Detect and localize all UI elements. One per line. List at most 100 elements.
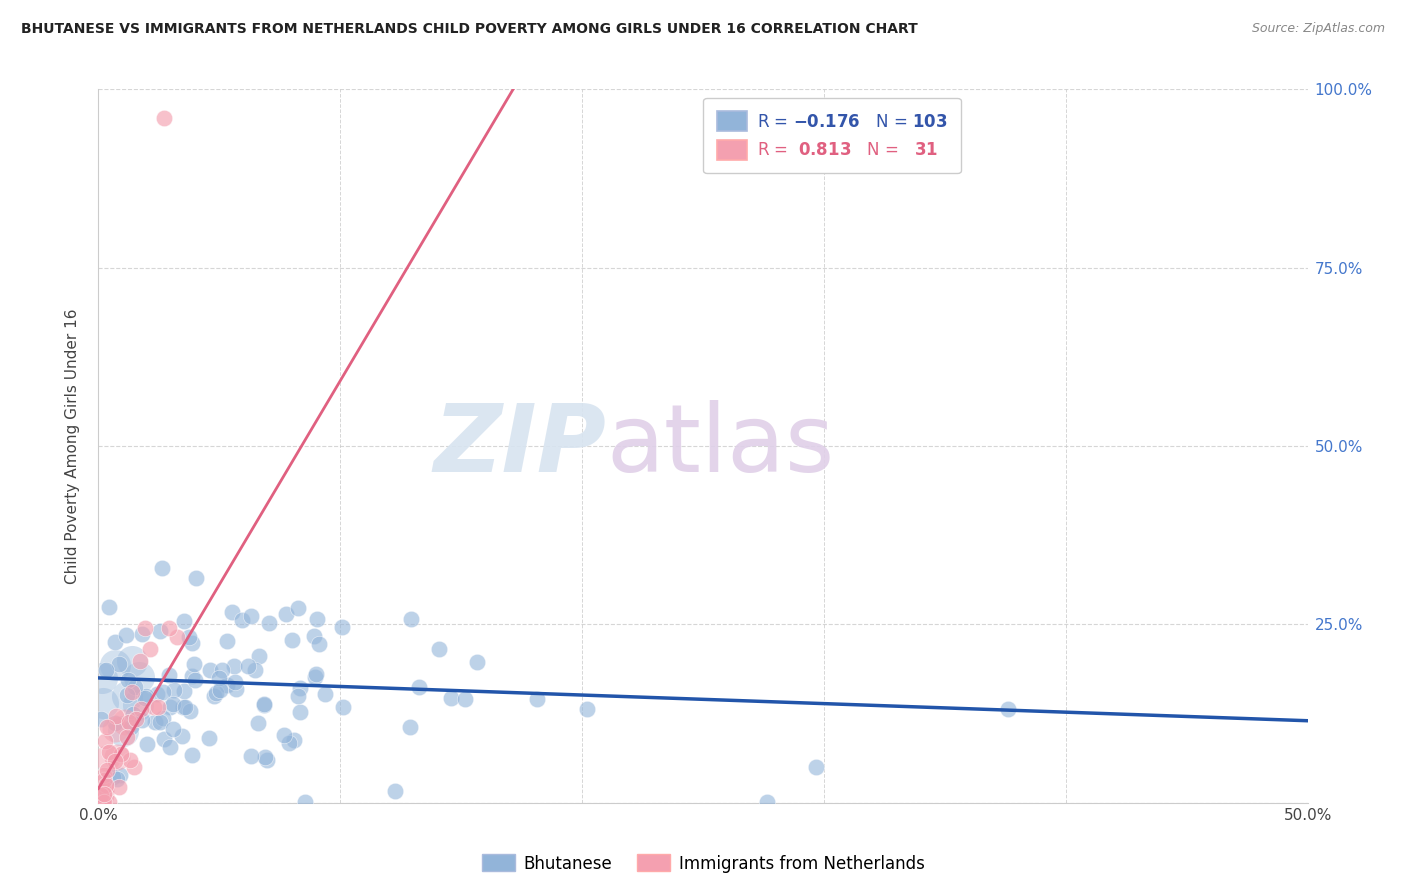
Point (128, 669, 150, 683)
Point (93, 795, 115, 809)
Point (97, 795, 120, 809)
Point (94, 779, 117, 793)
Point (159, 739, 181, 754)
Point (104, 716, 127, 731)
Point (135, 690, 157, 704)
Point (148, 700, 170, 714)
Point (153, 731, 176, 746)
Point (526, 692, 548, 706)
Point (103, 658, 125, 673)
Point (152, 711, 174, 725)
Point (105, 750, 128, 764)
Point (96, 750, 118, 764)
Point (804, 759, 827, 773)
Point (104, 635, 127, 649)
Point (997, 702, 1019, 716)
Point (173, 614, 195, 628)
Point (283, 733, 305, 747)
Point (142, 700, 165, 714)
Point (131, 627, 153, 641)
Point (172, 700, 194, 714)
Point (287, 601, 309, 615)
Point (94, 783, 117, 797)
Point (221, 605, 243, 619)
Point (96, 764, 118, 778)
Point (305, 612, 328, 626)
Y-axis label: Child Poverty Among Girls Under 16: Child Poverty Among Girls Under 16 (65, 309, 80, 583)
Point (277, 736, 299, 750)
Point (302, 629, 325, 643)
Point (440, 691, 463, 706)
Point (104, 722, 127, 736)
Point (115, 689, 138, 703)
Point (274, 607, 297, 622)
Point (330, 620, 353, 634)
Point (117, 673, 139, 687)
Legend: R = $\mathbf{-0.176}$   N = $\mathbf{103}$, R =  $\mathbf{0.813}$   N =   $\math: R = $\mathbf{-0.176}$ N = $\mathbf{103}$… (703, 97, 960, 173)
Point (181, 748, 204, 763)
Point (427, 641, 450, 656)
Point (287, 689, 309, 703)
Point (756, 795, 779, 809)
Point (257, 616, 280, 631)
Point (152, 685, 174, 699)
Point (308, 637, 330, 651)
Point (96, 720, 118, 734)
Point (159, 700, 181, 714)
Point (408, 680, 430, 694)
Point (215, 678, 238, 692)
Point (139, 642, 162, 657)
Point (110, 747, 132, 761)
Point (122, 760, 145, 774)
Point (179, 631, 201, 645)
Legend: Bhutanese, Immigrants from Netherlands: Bhutanese, Immigrants from Netherlands (475, 847, 931, 880)
Point (121, 685, 143, 699)
Point (115, 689, 138, 703)
Point (121, 654, 143, 668)
Point (202, 689, 225, 703)
Point (253, 697, 276, 711)
Point (332, 700, 354, 714)
Point (454, 692, 477, 706)
Point (150, 560, 173, 574)
Point (254, 750, 277, 764)
Point (90, 789, 112, 803)
Point (93, 772, 115, 787)
Point (186, 570, 208, 584)
Point (115, 628, 138, 642)
Point (198, 663, 221, 677)
Point (90, 712, 112, 726)
Point (173, 683, 195, 698)
Point (240, 608, 263, 623)
Point (124, 681, 146, 695)
Point (118, 753, 141, 767)
Point (281, 632, 304, 647)
Point (273, 728, 295, 742)
Point (239, 748, 262, 763)
Point (149, 715, 172, 730)
Point (198, 731, 221, 746)
Point (170, 729, 193, 743)
Point (183, 657, 205, 671)
Point (91, 671, 114, 685)
Point (125, 712, 148, 726)
Point (97, 746, 120, 760)
Point (305, 667, 328, 681)
Point (112, 723, 135, 738)
Point (127, 698, 149, 712)
Point (108, 657, 131, 671)
Point (384, 784, 406, 798)
Point (180, 669, 202, 683)
Point (94, 663, 117, 677)
Point (247, 648, 270, 663)
Point (162, 722, 184, 736)
Point (225, 681, 247, 696)
Point (209, 683, 232, 698)
Point (173, 700, 195, 714)
Point (93, 787, 115, 801)
Point (149, 624, 172, 638)
Point (93, 768, 115, 782)
Point (290, 705, 312, 719)
Point (162, 697, 184, 711)
Point (90, 788, 112, 802)
